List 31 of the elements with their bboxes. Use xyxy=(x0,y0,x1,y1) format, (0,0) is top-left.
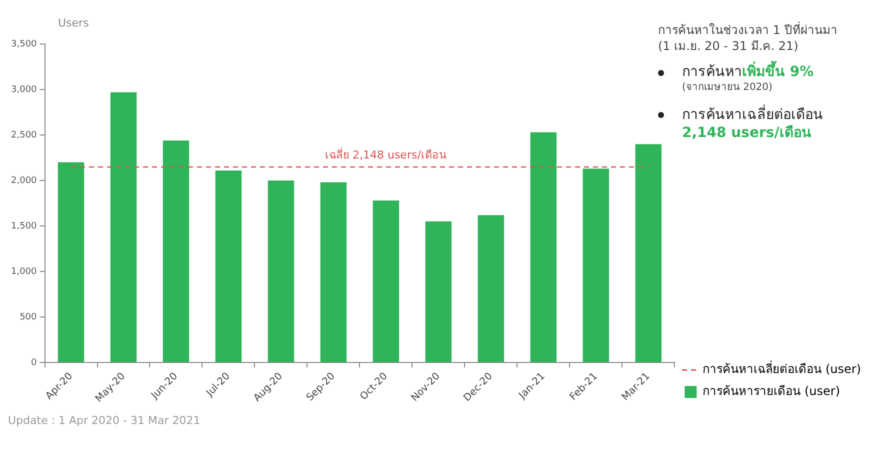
text: 2,148 users/เดือน xyxy=(682,124,812,142)
text: การค้นหาเฉลี่ยต่อเดือน xyxy=(682,106,823,124)
bar xyxy=(425,221,452,362)
bar xyxy=(110,92,137,362)
y-tick-label: 500 xyxy=(20,312,38,322)
bar xyxy=(372,200,400,362)
y-tick-label: 3,000 xyxy=(11,84,38,95)
bar xyxy=(215,170,242,362)
annotation: เฉลี่ย 2,148 users/เดือน xyxy=(324,146,447,162)
bar xyxy=(268,180,294,362)
text: Update : 1 Apr 2020 - 31 Mar 2021 xyxy=(8,414,202,427)
y-tick-label: 1,000 xyxy=(11,266,38,277)
bar xyxy=(635,144,662,362)
text: (จากเมษายน 2020) xyxy=(682,81,774,95)
bar xyxy=(162,140,190,362)
legend-label: การค้นหาเฉลี่ยต่อเดือน (user) xyxy=(702,360,862,376)
annotation: (1 เม.ย. 20 - 31 มี.ค. 21) xyxy=(658,38,800,54)
y-axis-title: Users xyxy=(58,16,90,30)
bar xyxy=(530,132,557,362)
legend-label: การค้นหารายเดือน (user) xyxy=(702,384,840,398)
y-tick-label: 3,500 xyxy=(11,39,38,50)
bar xyxy=(478,215,504,362)
bar xyxy=(582,168,610,362)
y-tick-label: 1,500 xyxy=(11,221,38,232)
y-tick-label: 2,000 xyxy=(11,176,38,186)
bar xyxy=(58,162,84,362)
text: การค้นหาในช่วงเวลา 1 ปีที่ผ่านมา xyxy=(658,22,838,38)
text: การค้นหา xyxy=(682,64,742,80)
y-tick-label: 0 xyxy=(31,358,38,368)
y-tick-label: 2,500 xyxy=(11,130,38,140)
bar xyxy=(320,182,347,362)
